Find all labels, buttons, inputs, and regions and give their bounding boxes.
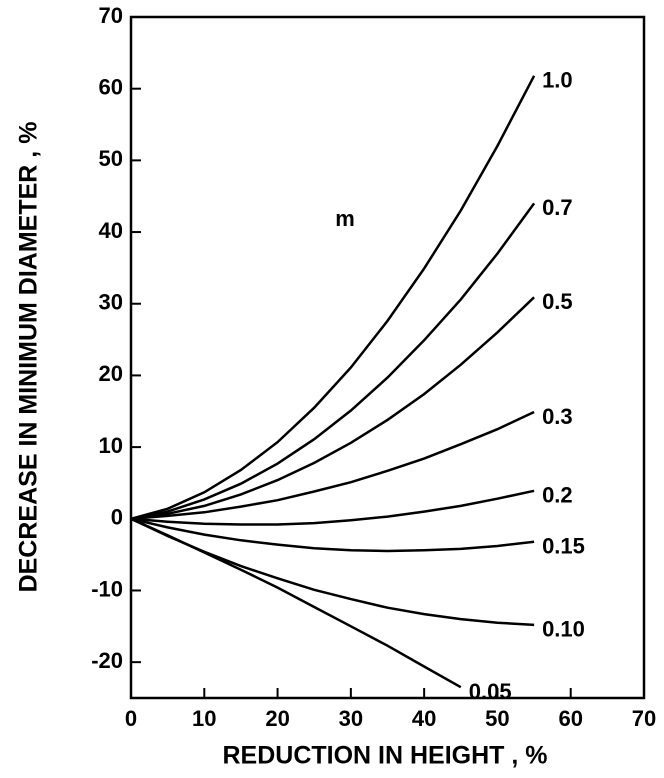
line-series: [131, 519, 461, 687]
y-tick-label: 70: [99, 3, 123, 28]
series-label: 0.3: [542, 404, 573, 429]
series-label: 0.2: [542, 483, 573, 508]
series-label: 0.05: [469, 679, 512, 704]
y-tick-label: 60: [99, 74, 123, 99]
series-label: 1.0: [542, 68, 573, 93]
y-tick-label: 40: [99, 218, 123, 243]
series-label: 0.15: [542, 534, 585, 559]
line-series: [131, 203, 534, 518]
annotation: m: [335, 206, 355, 231]
x-tick-label: 0: [125, 706, 137, 731]
y-tick-label: 10: [99, 433, 123, 458]
x-tick-label: 60: [558, 706, 582, 731]
y-tick-label: -20: [91, 648, 123, 673]
series-label: 0.7: [542, 195, 573, 220]
x-tick-label: 50: [485, 706, 509, 731]
y-tick-label: 0: [111, 505, 123, 530]
x-tick-label: 40: [412, 706, 436, 731]
chart: REDUCTION IN HEIGHT , % DECREASE IN MINI…: [0, 0, 664, 778]
plot-frame: [131, 17, 644, 698]
series-label: 0.10: [542, 617, 585, 642]
x-tick-label: 10: [192, 706, 216, 731]
x-tick-label: 20: [265, 706, 289, 731]
y-tick-label: 20: [99, 361, 123, 386]
x-axis-label: REDUCTION IN HEIGHT , %: [222, 742, 547, 770]
y-tick-label: 50: [99, 146, 123, 171]
y-tick-label: -10: [91, 576, 123, 601]
y-axis-label: DECREASE IN MINIMUM DIAMETER , %: [15, 122, 43, 593]
line-series: [131, 519, 534, 625]
x-tick-label: 70: [632, 706, 656, 731]
y-tick-label: 30: [99, 290, 123, 315]
series-label: 0.5: [542, 289, 573, 314]
x-tick-label: 30: [339, 706, 363, 731]
